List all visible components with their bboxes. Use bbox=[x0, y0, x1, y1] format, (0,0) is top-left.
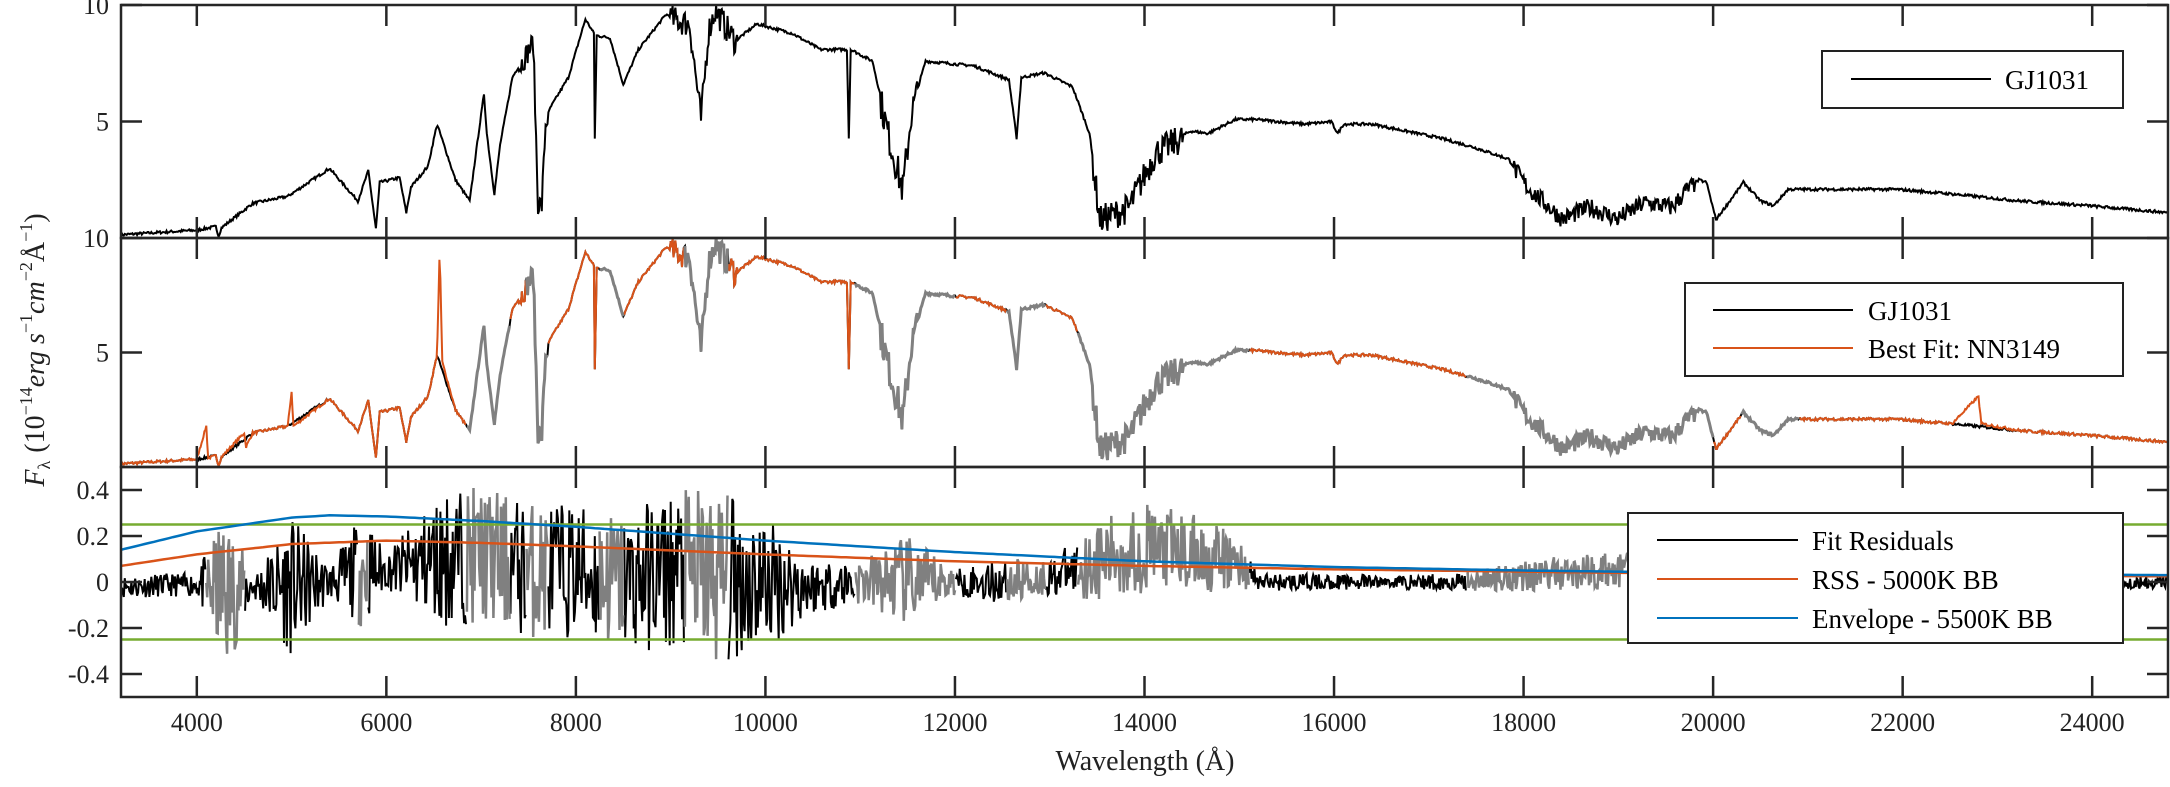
y-tick-label: 10 bbox=[83, 224, 109, 253]
panel-top-plot bbox=[121, 5, 2168, 238]
legend-middle: GJ1031 Best Fit: NN3149 bbox=[1684, 282, 2124, 377]
y-label-exp3: −2 bbox=[16, 262, 36, 281]
y-label-unit3: Å bbox=[20, 241, 51, 262]
y-label-sub: λ bbox=[34, 460, 54, 469]
y-label-close: ) bbox=[20, 213, 51, 222]
y-tick-label: -0.2 bbox=[68, 614, 109, 643]
y-tick-label: 10 bbox=[83, 0, 109, 20]
series-gj1031-line bbox=[121, 5, 2168, 238]
x-tick-label: 6000 bbox=[360, 708, 412, 737]
series-best-fit-masked-line bbox=[466, 238, 1800, 461]
series-best-fit-line bbox=[121, 238, 2168, 467]
axes-layer: 10 5 10 5 0.4 0.2 0 -0.2 -0.4 4000 6000 8000 10000 12… bbox=[68, 0, 2170, 737]
y-tick-label: 0.2 bbox=[77, 522, 110, 551]
y-tick-label: 5 bbox=[96, 108, 109, 137]
legend-label-gj1031: GJ1031 bbox=[1868, 296, 1952, 326]
legend-top: GJ1031 bbox=[1821, 50, 2124, 109]
y-label-unit1: erg s bbox=[20, 333, 51, 387]
legend-label-envelope: Envelope - 5500K BB bbox=[1812, 604, 2053, 634]
panel-middle-plot bbox=[121, 238, 2168, 467]
legend-label-rss: RSS - 5000K BB bbox=[1812, 565, 1999, 595]
legend-label-gj1031: GJ1031 bbox=[2005, 65, 2089, 95]
panel-frame bbox=[119, 3, 2170, 240]
y-tick-label: 0 bbox=[96, 568, 109, 597]
x-tick-label: 16000 bbox=[1302, 708, 1367, 737]
x-tick-label: 24000 bbox=[2060, 708, 2125, 737]
x-tick-label: 10000 bbox=[733, 708, 798, 737]
x-tick-label: 8000 bbox=[550, 708, 602, 737]
x-tick-label: 18000 bbox=[1491, 708, 1556, 737]
x-tick-label: 22000 bbox=[1870, 708, 1935, 737]
y-tick-label: 5 bbox=[96, 339, 109, 368]
y-label-exp4: −1 bbox=[16, 223, 36, 242]
series-fit-residuals-masked-line bbox=[205, 487, 1800, 660]
y-label-open: (10 bbox=[20, 415, 51, 452]
y-label-unit2: cm bbox=[20, 281, 51, 314]
x-tick-label: 20000 bbox=[1681, 708, 1746, 737]
legend-label-fit-residuals: Fit Residuals bbox=[1812, 526, 1954, 556]
x-tick-label: 14000 bbox=[1112, 708, 1177, 737]
y-tick-label: 0.4 bbox=[77, 476, 110, 505]
x-tick-label: 12000 bbox=[922, 708, 987, 737]
y-tick-label: -0.4 bbox=[68, 660, 109, 689]
y-label-symbol: F bbox=[20, 469, 51, 488]
x-axis-label: Wavelength (Å) bbox=[1056, 746, 1235, 777]
legend-label-best-fit: Best Fit: NN3149 bbox=[1868, 334, 2060, 364]
x-tick-label: 4000 bbox=[171, 708, 223, 737]
y-axis-label: Fλ(10−14erg s−1cm−2Å−1) bbox=[16, 213, 54, 487]
y-label-exp1: −14 bbox=[16, 387, 36, 415]
y-label-exp2: −1 bbox=[16, 314, 36, 333]
legend-bottom: Fit Residuals RSS - 5000K BB Envelope - … bbox=[1627, 512, 2124, 644]
